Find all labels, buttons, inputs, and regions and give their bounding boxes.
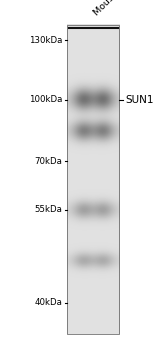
Text: 55kDa: 55kDa xyxy=(34,205,62,215)
Text: 100kDa: 100kDa xyxy=(29,95,62,104)
Bar xyxy=(67,25,119,334)
Text: 70kDa: 70kDa xyxy=(34,156,62,166)
Text: 130kDa: 130kDa xyxy=(29,36,62,45)
Text: 40kDa: 40kDa xyxy=(34,298,62,307)
Text: Mouse testis: Mouse testis xyxy=(92,0,140,18)
Text: SUN1: SUN1 xyxy=(125,95,153,105)
